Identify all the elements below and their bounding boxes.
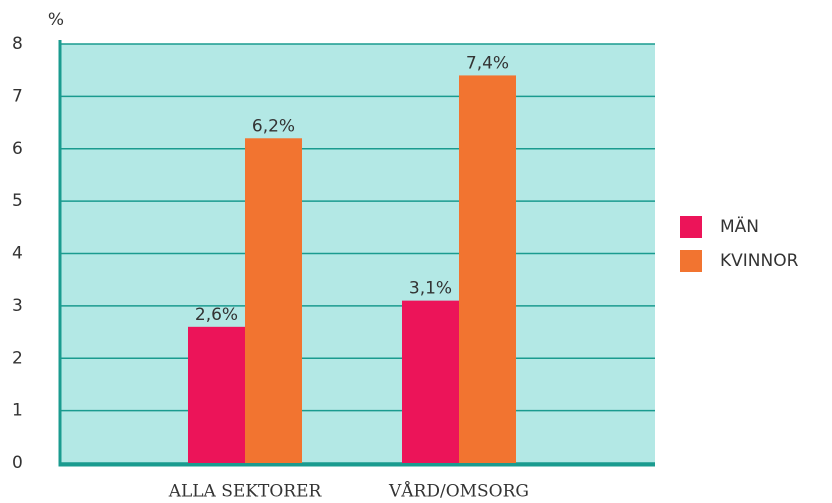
bar [459,75,516,464]
bar [188,326,245,463]
bar [245,138,302,463]
x-tick-label: ALLA SEKTORER [168,482,323,502]
y-axis-label: % [48,10,64,30]
x-tick-label: VÅRD/OMSORG [388,481,529,502]
data-label: 7,4% [466,53,509,73]
data-label: 2,6% [195,305,238,325]
y-tick-label: 3 [12,296,23,316]
y-tick-label: 8 [12,34,23,54]
y-tick-label: 1 [12,401,23,421]
data-label: 6,2% [252,116,295,136]
legend-label: KVINNOR [720,251,799,271]
y-tick-label: 6 [12,139,23,159]
legend-swatch [680,216,702,238]
legend-label: MÄN [720,216,759,237]
legend-swatch [680,250,702,272]
y-tick-label: 5 [12,191,23,211]
bar [402,300,459,463]
y-tick-label: 7 [12,86,23,106]
y-tick-label: 4 [12,244,23,264]
data-label: 3,1% [409,279,452,299]
y-tick-label: 2 [12,348,23,368]
y-tick-label: 0 [12,453,23,473]
